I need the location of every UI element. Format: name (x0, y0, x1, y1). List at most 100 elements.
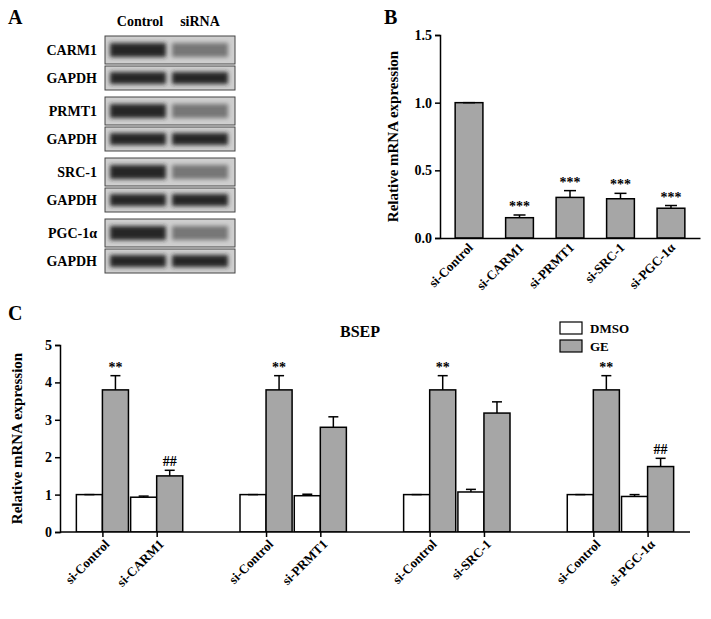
blot-band (110, 255, 166, 267)
x-tick: si-Control (226, 532, 277, 587)
x-tick: si-PRMT1 (279, 532, 330, 588)
error-bar (575, 494, 585, 495)
y-tick-mark (55, 494, 60, 496)
x-tick: si-CARM1 (114, 532, 167, 590)
row-label: GAPDH (46, 254, 97, 269)
error-bar (614, 193, 626, 198)
x-tick: si-Control (390, 532, 441, 587)
x-tick: si-Control (62, 532, 113, 587)
error-bar-stem (569, 191, 571, 198)
error-bar-stem (660, 458, 662, 466)
y-axis-title: Relative mRNA expression (9, 352, 25, 524)
y-tick: 2 (45, 450, 60, 465)
y-axis: 012345 (45, 338, 61, 540)
error-bar (466, 489, 476, 492)
blot-band (110, 104, 166, 118)
error-bar (110, 376, 120, 390)
bar (320, 427, 346, 532)
error-bar-cap (274, 375, 284, 377)
error-bar (302, 494, 312, 495)
error-bar (248, 494, 258, 495)
blot-band (110, 165, 166, 179)
y-tick-mark (435, 35, 440, 37)
x-tick-label: si-PRMT1 (279, 537, 330, 588)
blot-band (172, 194, 228, 206)
blot-band (172, 43, 228, 57)
x-tick-mark (320, 532, 322, 537)
blot-band (172, 255, 228, 267)
error-bar-cap (492, 401, 502, 403)
error-bar-cap (466, 489, 476, 491)
column-label: Control (117, 14, 164, 29)
y-tick-mark (55, 345, 60, 347)
error-bar-cap (412, 494, 422, 496)
bar (593, 390, 619, 532)
series (102, 376, 673, 532)
error-bar-cap (328, 416, 338, 418)
blot-strip (105, 219, 235, 247)
significance-label: *** (660, 190, 681, 205)
bar (657, 208, 685, 238)
row-label: PGC-1α (48, 226, 97, 241)
row-label: SRC-1 (57, 165, 97, 180)
error-bar-cap (514, 214, 526, 216)
x-tick-label: si-SRC-1 (582, 240, 628, 286)
row-label: GAPDH (46, 132, 97, 147)
error-bar-cap (665, 205, 677, 207)
x-tick-mark (593, 532, 595, 537)
error-bar-cap (438, 375, 448, 377)
y-tick: 0.5 (415, 163, 441, 178)
panel-label: C (8, 302, 22, 324)
blot-strip (105, 158, 235, 186)
error-bar-cap (601, 375, 611, 377)
bar (131, 497, 157, 532)
y-tick-mark (435, 102, 440, 104)
bar (607, 199, 635, 238)
error-bar (274, 376, 284, 390)
plot-area (455, 103, 685, 238)
y-axis: 0.00.51.01.5 (415, 28, 441, 246)
blot-strip (105, 249, 235, 273)
y-tick-label: 2 (45, 450, 52, 465)
error-bar (630, 495, 640, 497)
bar (484, 413, 510, 532)
significance-label: ** (436, 360, 450, 375)
blot-band (110, 72, 166, 84)
blot-band (172, 226, 228, 240)
legend-swatch (560, 322, 582, 334)
row-label: GAPDH (46, 193, 97, 208)
legend: DMSOGE (560, 321, 629, 354)
error-bar-stem (169, 470, 171, 476)
error-bar-cap (84, 494, 94, 496)
x-tick-label: si-Control (426, 240, 477, 291)
blot-band (172, 133, 228, 145)
blot-strip (105, 66, 235, 90)
bar (157, 476, 183, 532)
significance-label: ## (163, 454, 177, 469)
bar (455, 103, 483, 238)
x-tick-label: si-Control (553, 536, 604, 587)
error-bar (564, 191, 576, 198)
error-bar-cap (139, 495, 149, 497)
row-label: CARM1 (46, 43, 97, 58)
x-tick-label: si-CARM1 (114, 537, 167, 590)
blot-band (110, 226, 166, 240)
bar (430, 390, 456, 532)
significance-label: ** (108, 360, 122, 375)
x-tick-label: si-PGC-1α (606, 536, 659, 589)
error-bar-stem (606, 376, 608, 390)
x-tick-label: si-Control (62, 536, 113, 587)
error-bar-stem (620, 193, 622, 198)
x-tick-mark (429, 532, 431, 537)
blot-band (172, 72, 228, 84)
bar (556, 197, 584, 238)
error-bar (656, 458, 666, 466)
x-tick-label: si-Control (226, 536, 277, 587)
blot-panel (105, 36, 235, 273)
bar (458, 492, 484, 532)
bar (648, 467, 674, 532)
blot-band (110, 43, 166, 57)
legend-swatch (560, 340, 582, 352)
y-tick-mark (55, 420, 60, 422)
y-tick: 0.0 (415, 231, 441, 246)
